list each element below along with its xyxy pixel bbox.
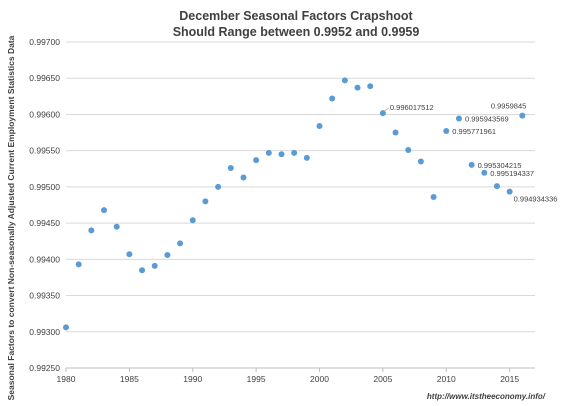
data-point bbox=[316, 123, 323, 130]
data-point bbox=[278, 151, 285, 158]
data-point bbox=[417, 158, 424, 165]
x-tick-label: 1985 bbox=[120, 374, 139, 384]
y-tick-label: 0.99450 bbox=[29, 218, 60, 228]
y-axis-ticks: 0.99250 0.99300 0.99350 0.99400 0.99450 0.995… bbox=[29, 37, 60, 373]
x-tick-label: 2015 bbox=[500, 374, 519, 384]
y-tick-label: 0.99650 bbox=[29, 73, 60, 83]
data-point bbox=[443, 127, 450, 134]
data-point bbox=[88, 227, 95, 234]
data-point bbox=[493, 183, 500, 190]
data-point bbox=[253, 157, 260, 164]
x-tick-label: 1990 bbox=[183, 374, 202, 384]
data-point bbox=[63, 324, 69, 331]
y-tick-label: 0.99350 bbox=[29, 291, 60, 301]
data-point bbox=[468, 161, 475, 168]
data-point bbox=[481, 169, 488, 176]
data-point bbox=[189, 217, 196, 224]
y-tick-label: 0.99700 bbox=[29, 37, 60, 47]
data-point bbox=[265, 149, 272, 156]
data-points bbox=[63, 77, 526, 331]
data-point bbox=[240, 174, 247, 181]
y-tick-label: 0.99600 bbox=[29, 109, 60, 119]
source-note: http://www.itstheeconomy.info/ bbox=[427, 392, 546, 401]
data-point bbox=[151, 262, 158, 269]
data-point bbox=[430, 194, 437, 201]
y-tick-label: 0.99550 bbox=[29, 146, 60, 156]
x-tick-label: 2000 bbox=[310, 374, 329, 384]
data-label: 0.9959845 bbox=[491, 102, 526, 111]
chart-title: December Seasonal Factors Crapshoot bbox=[179, 9, 413, 23]
x-tick-label: 1995 bbox=[247, 374, 266, 384]
data-point bbox=[164, 251, 171, 258]
data-point bbox=[291, 149, 298, 156]
data-label: 0.995194337 bbox=[490, 169, 534, 178]
x-tick-label: 1980 bbox=[57, 374, 76, 384]
data-point bbox=[392, 129, 399, 136]
data-point bbox=[506, 188, 513, 195]
data-point bbox=[202, 198, 209, 205]
x-tick-label: 2010 bbox=[437, 374, 456, 384]
data-labels: 0.996017512 0.995771961 0.995943569 0.99530… bbox=[383, 102, 558, 204]
data-point bbox=[139, 267, 146, 274]
data-point bbox=[379, 110, 386, 117]
x-axis-ticks: 1980 1985 1990 1995 2000 2005 2010 2015 bbox=[57, 368, 519, 384]
data-point bbox=[303, 154, 310, 161]
data-point bbox=[341, 77, 348, 84]
data-point bbox=[329, 95, 336, 102]
y-axis-label: Seasonal Factors to convert Non-seasonal… bbox=[6, 35, 16, 400]
data-point bbox=[519, 112, 526, 119]
data-point bbox=[354, 84, 361, 91]
data-point bbox=[113, 223, 120, 230]
data-point bbox=[215, 183, 222, 190]
y-tick-label: 0.99250 bbox=[29, 363, 60, 373]
data-label: 0.995304215 bbox=[478, 161, 522, 170]
chart-subtitle: Should Range between 0.9952 and 0.9959 bbox=[173, 25, 420, 39]
data-label: 0.995943569 bbox=[465, 115, 509, 124]
gridlines bbox=[66, 41, 535, 369]
data-point bbox=[177, 240, 184, 247]
data-point bbox=[405, 146, 412, 153]
y-tick-label: 0.99500 bbox=[29, 182, 60, 192]
data-label: 0.996017512 bbox=[390, 103, 434, 112]
y-tick-label: 0.99400 bbox=[29, 254, 60, 264]
data-point bbox=[101, 207, 108, 214]
data-point bbox=[75, 261, 82, 268]
y-tick-label: 0.99300 bbox=[29, 327, 60, 337]
data-label: 0.995771961 bbox=[452, 127, 496, 136]
data-label: 0.994934336 bbox=[514, 195, 558, 204]
data-point bbox=[126, 251, 133, 258]
data-point bbox=[455, 115, 462, 122]
x-tick-label: 2005 bbox=[373, 374, 392, 384]
data-label-leader bbox=[383, 107, 390, 112]
data-point bbox=[227, 165, 234, 172]
data-point bbox=[367, 83, 374, 90]
